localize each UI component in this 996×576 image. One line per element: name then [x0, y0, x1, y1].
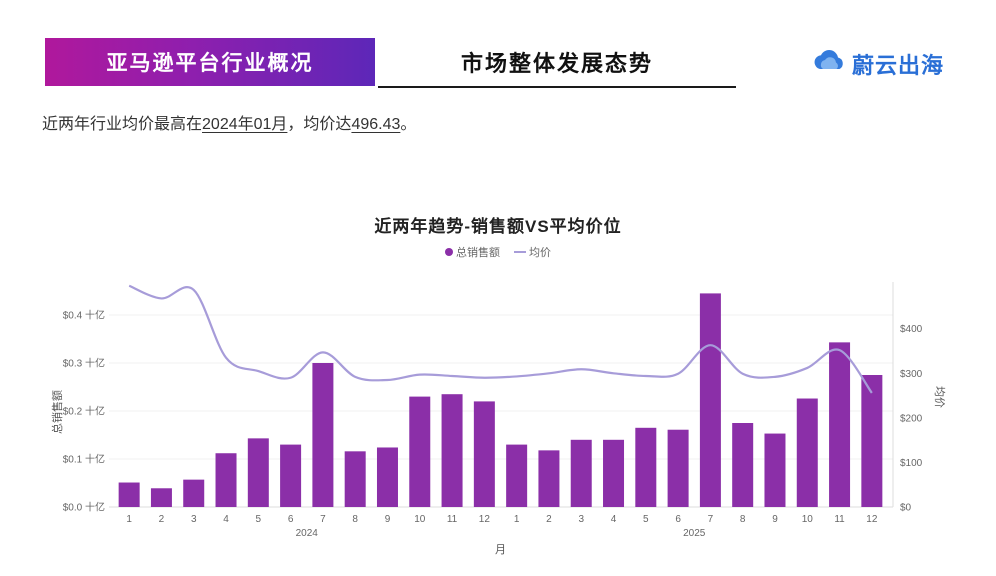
summary-prefix: 近两年行业均价最高在: [42, 116, 203, 133]
svg-text:2024: 2024: [296, 528, 319, 539]
svg-text:$0.3 十亿: $0.3 十亿: [63, 357, 105, 370]
svg-text:$300: $300: [900, 369, 923, 380]
svg-text:$200: $200: [900, 413, 923, 424]
svg-text:$400: $400: [900, 324, 923, 335]
svg-text:2025: 2025: [683, 528, 706, 539]
summary-text: 近两年行业均价最高在2024年01月，均价达496.43。: [42, 110, 416, 134]
chart-legend: 总销售额 均价: [48, 244, 948, 260]
svg-text:11: 11: [447, 514, 458, 525]
svg-text:$0.1 十亿: $0.1 十亿: [63, 453, 105, 466]
svg-text:3: 3: [578, 514, 584, 525]
summary-middle: ，均价达: [287, 116, 352, 133]
svg-text:10: 10: [802, 514, 814, 525]
svg-text:3: 3: [191, 514, 197, 525]
svg-text:11: 11: [834, 514, 845, 525]
svg-text:2: 2: [546, 514, 552, 525]
svg-text:$0: $0: [900, 503, 912, 514]
svg-text:1: 1: [514, 514, 520, 525]
svg-text:9: 9: [772, 514, 778, 525]
svg-text:$0.2 十亿: $0.2 十亿: [63, 405, 105, 418]
legend-item-sales: 总销售额: [445, 244, 500, 260]
svg-text:6: 6: [288, 514, 294, 525]
svg-text:8: 8: [740, 514, 746, 525]
bar-line-chart-canvas: $0.0 十亿 $0.1 十亿 $0.2 十亿 $0.3 十亿 $0.4 十亿 $0 $10…: [50, 282, 946, 556]
svg-text:4: 4: [223, 514, 229, 525]
svg-text:5: 5: [643, 514, 649, 525]
svg-text:$100: $100: [900, 458, 923, 469]
svg-text:12: 12: [479, 514, 491, 525]
section-banner-label: 亚马逊平台行业概况: [106, 52, 314, 75]
svg-text:$0.0 十亿: $0.0 十亿: [63, 501, 105, 514]
svg-text:12: 12: [866, 514, 878, 525]
price-legend-label: 均价: [529, 247, 551, 259]
svg-text:月: 月: [495, 544, 506, 556]
svg-text:8: 8: [352, 514, 358, 525]
svg-text:4: 4: [611, 514, 617, 525]
cloud-icon: [810, 49, 846, 80]
svg-text:总销售额: 总销售额: [50, 390, 64, 434]
svg-text:2: 2: [159, 514, 165, 525]
page-title: 市场整体发展态势: [378, 38, 736, 88]
price-legend-dash-icon: [514, 251, 526, 253]
legend-item-price: 均价: [514, 244, 551, 260]
svg-text:9: 9: [385, 514, 391, 525]
brand-logo-text: 蔚云出海: [851, 53, 944, 78]
summary-highlight-date: 2024年01月: [202, 116, 288, 133]
summary-suffix: 。: [400, 116, 417, 133]
svg-text:均价: 均价: [933, 386, 946, 408]
sales-legend-dot-icon: [445, 248, 453, 256]
chart-title: 近两年趋势-销售额VS平均价位: [374, 217, 622, 236]
svg-text:$0.4 十亿: $0.4 十亿: [63, 309, 105, 322]
sales-legend-label: 总销售额: [456, 247, 500, 259]
svg-text:7: 7: [708, 514, 714, 525]
svg-text:5: 5: [256, 514, 262, 525]
svg-text:10: 10: [414, 514, 426, 525]
brand-logo: 蔚云出海: [810, 48, 944, 80]
summary-highlight-value: 496.43: [351, 116, 401, 133]
section-banner: 亚马逊平台行业概况: [45, 38, 375, 86]
svg-text:6: 6: [675, 514, 681, 525]
svg-text:7: 7: [320, 514, 326, 525]
svg-text:1: 1: [126, 514, 132, 525]
trend-chart: 近两年趋势-销售额VS平均价位 总销售额 均价 $0.0 十亿 $0.1 十亿 $0…: [48, 212, 948, 562]
